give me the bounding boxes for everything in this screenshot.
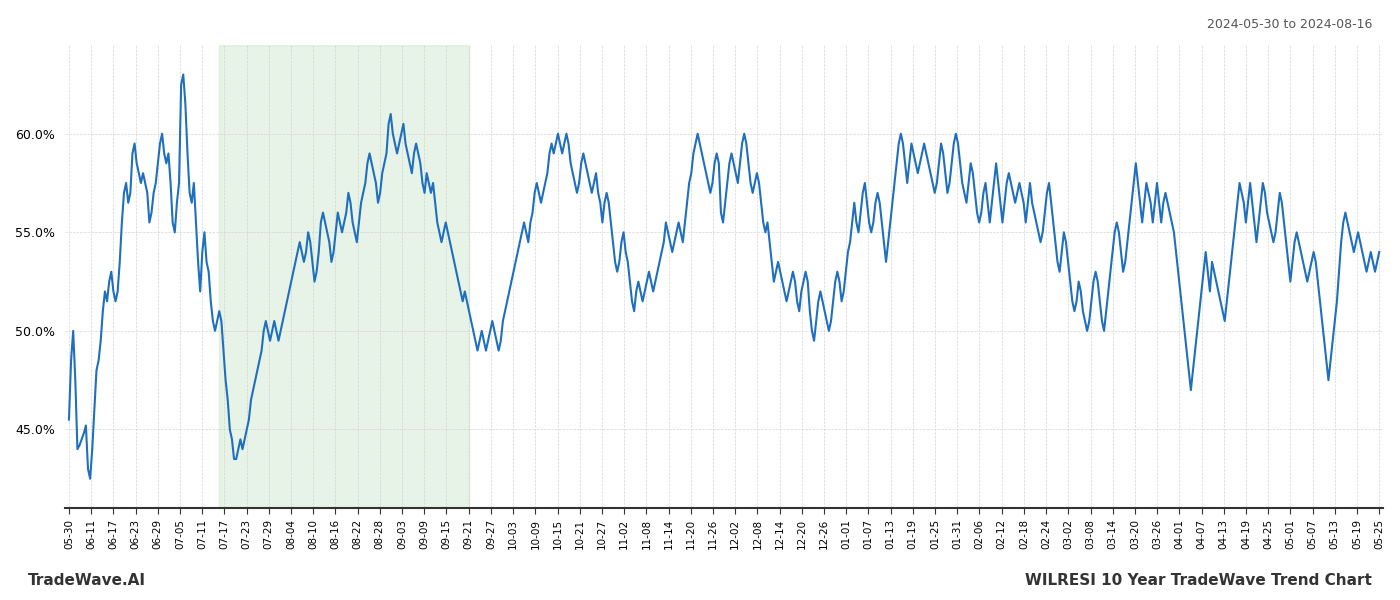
Bar [220, 45, 469, 508]
Text: 2024-05-30 to 2024-08-16: 2024-05-30 to 2024-08-16 [1207, 18, 1372, 31]
Text: WILRESI 10 Year TradeWave Trend Chart: WILRESI 10 Year TradeWave Trend Chart [1025, 573, 1372, 588]
Text: TradeWave.AI: TradeWave.AI [28, 573, 146, 588]
